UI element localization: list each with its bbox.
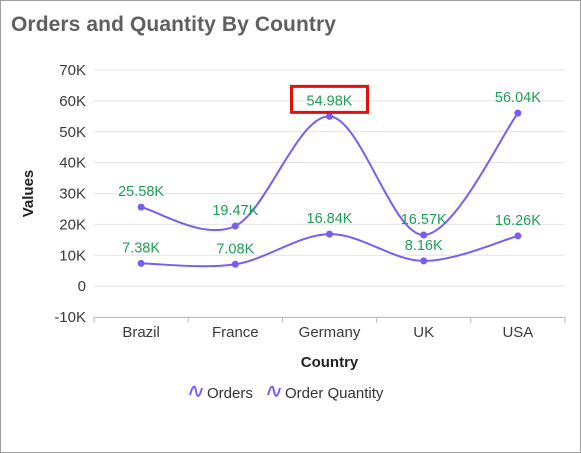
data-point[interactable] [137, 203, 145, 211]
y-tick-label: 30K [59, 186, 86, 203]
data-point[interactable] [231, 222, 239, 230]
legend-line-icon [267, 385, 281, 397]
legend-label: Order Quantity [285, 385, 384, 402]
data-label: 16.26K [495, 213, 541, 229]
data-label: 16.57K [401, 212, 447, 228]
legend-line-icon [189, 385, 203, 397]
y-tick-label: 20K [59, 216, 86, 233]
y-tick-label: 70K [59, 62, 86, 79]
data-point[interactable] [231, 260, 239, 268]
y-tick-label: 50K [59, 124, 86, 141]
x-tick-label: Brazil [122, 324, 160, 341]
y-tick-label: 0 [78, 278, 86, 295]
data-label: 54.98K [307, 93, 353, 109]
y-tick-label: 40K [59, 155, 86, 172]
y-tick-label: 60K [59, 93, 86, 110]
y-tick-label: -10K [54, 309, 86, 326]
data-label: 7.08K [216, 241, 254, 257]
x-tick-label: UK [413, 324, 434, 341]
data-label: 56.04K [495, 90, 541, 106]
series-line [141, 233, 519, 268]
legend-item[interactable]: Order Quantity [267, 385, 384, 402]
data-point[interactable] [514, 109, 522, 117]
data-label: 16.84K [307, 211, 353, 227]
data-point[interactable] [326, 230, 333, 238]
legend-label: Orders [207, 385, 253, 402]
data-point[interactable] [514, 232, 522, 240]
data-point[interactable] [420, 257, 428, 265]
data-label: 19.47K [212, 203, 258, 219]
y-axis-title: Values [20, 170, 37, 218]
data-point[interactable] [420, 231, 428, 239]
x-tick-label: USA [502, 324, 533, 341]
x-tick-label: France [212, 324, 259, 341]
data-label: 7.38K [122, 240, 160, 256]
data-label: 8.16K [405, 238, 443, 254]
series-line [140, 112, 519, 236]
highlight-box [290, 84, 369, 114]
data-point[interactable] [326, 112, 333, 120]
x-tick-label: Germany [299, 324, 361, 341]
x-axis-title: Country [301, 354, 359, 371]
chart-title: Orders and Quantity By Country [11, 13, 337, 36]
data-point[interactable] [137, 259, 145, 267]
y-tick-label: 10K [59, 247, 86, 264]
data-label: 25.58K [118, 184, 164, 200]
legend-item[interactable]: Orders [189, 385, 253, 402]
